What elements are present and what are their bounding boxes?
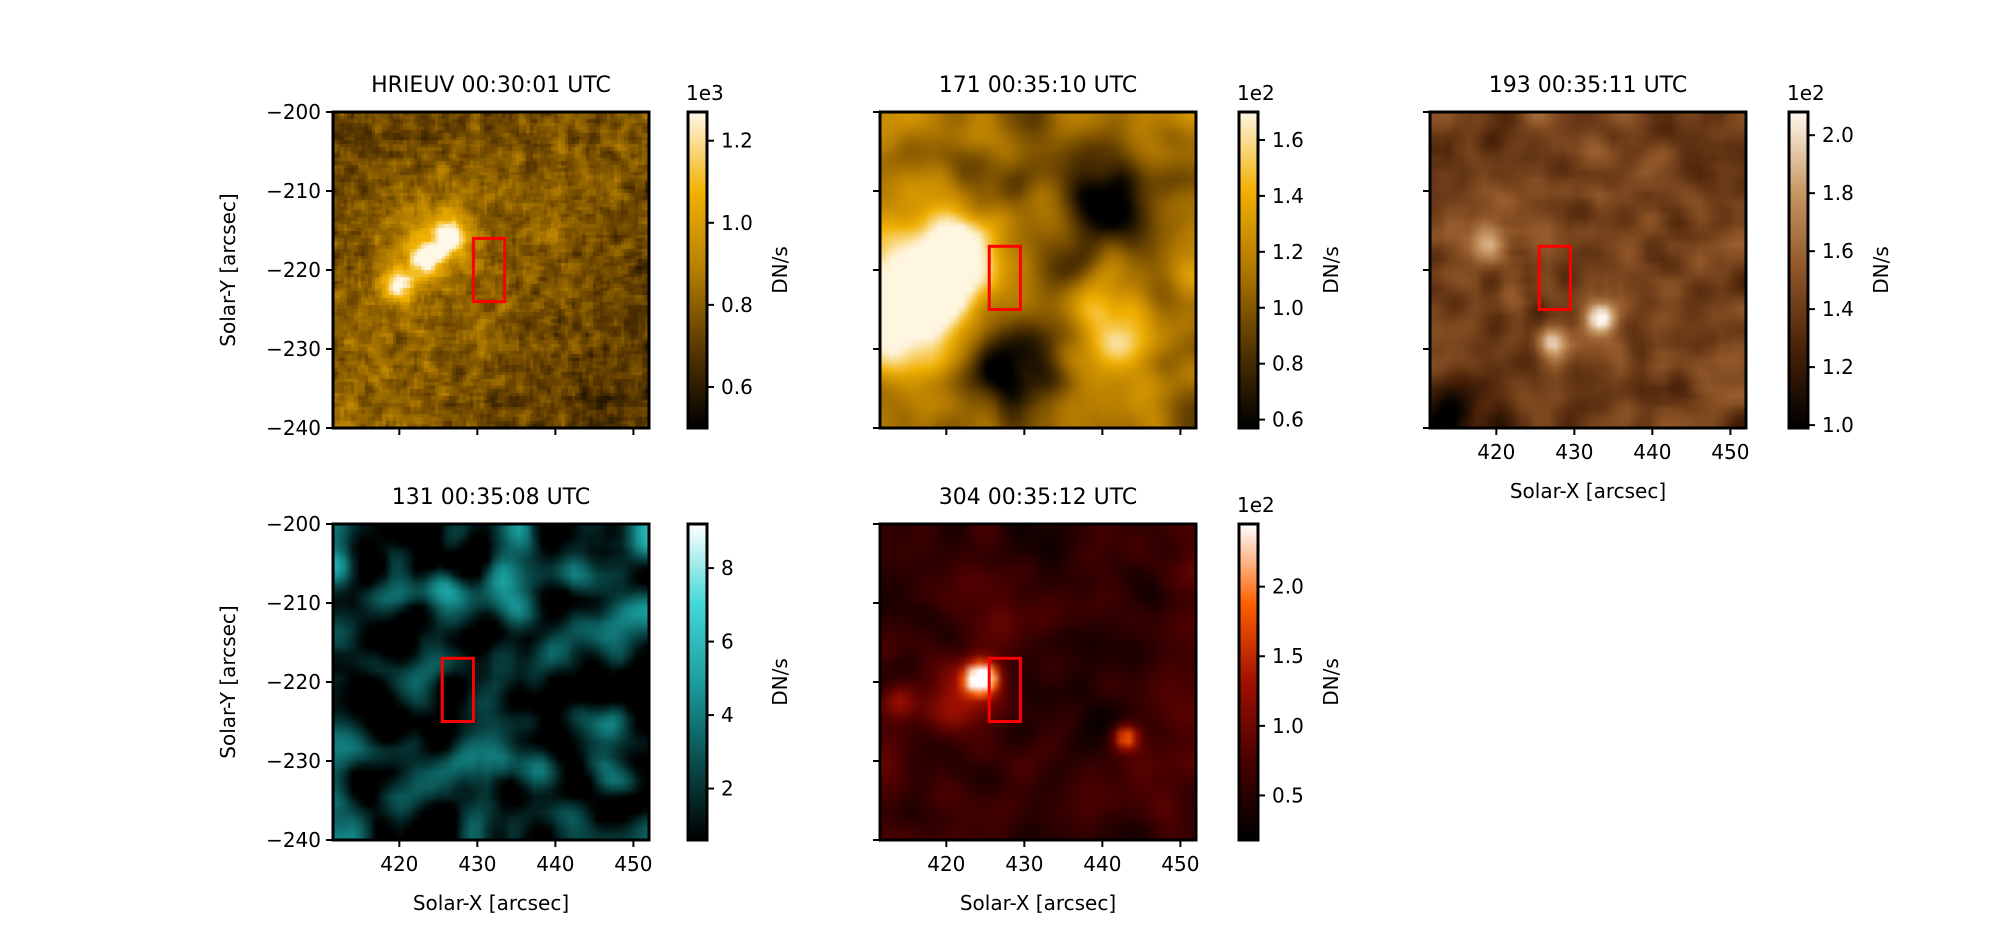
y-tick-label: −210 [266,179,321,203]
colorbar-frame [1237,110,1260,430]
panel-image [880,112,1196,428]
colorbar-tick-label: 1.2 [1822,355,1854,379]
colorbar-tick-label: 1.0 [1822,413,1854,437]
colorbar-gradient [1239,524,1258,840]
colorbar-tick-label: 0.8 [1272,352,1304,376]
colorbar-tick-label: 2.0 [1822,123,1854,147]
x-tick-label: 440 [1083,852,1121,876]
colorbar-multiplier: 1e2 [1237,81,1275,105]
panel-image [333,112,649,428]
x-tick-label: 420 [1477,440,1515,464]
x-axis-label: Solar-X [arcsec] [413,891,569,915]
colorbar-multiplier: 1e2 [1237,493,1275,517]
y-tick-label: −200 [266,512,321,536]
colorbar-tick-label: 6 [721,630,734,654]
x-axis-label: Solar-X [arcsec] [960,891,1116,915]
roi-box [440,656,475,723]
x-tick-label: 430 [458,852,496,876]
roi-box [471,236,507,304]
colorbar-tick-label: 1.4 [1272,184,1304,208]
y-tick-label: −230 [266,749,321,773]
colorbar-tick-label: 0.6 [721,375,753,399]
y-tick-label: −210 [266,591,321,615]
colorbar-label: DN/s [768,658,792,706]
colorbar-tick-label: 1.6 [1822,239,1854,263]
x-tick-label: 420 [380,852,418,876]
x-tick-label: 430 [1005,852,1043,876]
colorbar-tick-label: 1.4 [1822,297,1854,321]
panel-3: 131 00:35:08 UTC 420 430 440 450 −240 −230 −220… [216,485,792,915]
colorbar-tick-label: 2 [721,777,734,801]
colorbar-tick-label: 1.6 [1272,128,1304,152]
colorbar-tick-label: 1.0 [721,211,753,235]
colorbar-gradient [688,524,707,840]
colorbar-tick-label: 0.5 [1272,783,1304,807]
panel-title: 171 00:35:10 UTC [939,73,1137,98]
x-tick-label: 440 [1633,440,1671,464]
colorbar-tick-label: 1.5 [1272,644,1304,668]
colorbar-tick-label: 1.0 [1272,714,1304,738]
colorbar-tick-label: 1.2 [721,129,753,153]
panel-2: 193 00:35:11 UTC 420 430 440 450 Solar-X [arc… [1423,73,1893,503]
x-tick-label: 420 [927,852,965,876]
y-axis-label: Solar-Y [arcsec] [216,193,240,346]
roi-box [1537,244,1572,312]
x-tick-label: 440 [536,852,574,876]
colorbar-tick-label: 1.2 [1272,240,1304,264]
colorbar-frame [686,110,709,430]
panel-title: HRIEUV 00:30:01 UTC [371,73,611,98]
colorbar-tick-label: 0.8 [721,293,753,317]
colorbar-frame [1787,110,1810,430]
y-tick-label: −220 [266,670,321,694]
y-tick-label: −220 [266,258,321,282]
colorbar-gradient [1789,112,1808,428]
y-tick-label: −240 [266,416,321,440]
panel-0: HRIEUV 00:30:01 UTC −240 −230 −220 −210 −200 S… [216,73,792,440]
colorbar-tick-label: 2.0 [1272,575,1304,599]
y-tick-label: −230 [266,337,321,361]
colorbar-gradient [1239,112,1258,428]
colorbar-label: DN/s [1319,658,1343,706]
colorbar-label: DN/s [768,246,792,294]
colorbar: 2 4 6 8 DN/s [686,522,792,842]
x-tick-label: 430 [1555,440,1593,464]
colorbar: 0.6 0.8 1.0 1.2 1.4 1.6 1e2 DN/s [1237,81,1343,432]
panel-4: 304 00:35:12 UTC 420 430 440 450 Solar-X [arc… [873,485,1343,915]
roi-box [987,244,1022,312]
colorbar-multiplier: 1e2 [1787,81,1825,105]
panel-image [880,524,1196,840]
panel-image [333,524,649,840]
panel-1: 171 00:35:10 UTC 0.6 0.8 1.0 1.2 1.4 1.6 1e2 DN/… [873,73,1343,435]
y-axis-label: Solar-Y [arcsec] [216,605,240,758]
colorbar-frame [1237,522,1260,842]
panel-image [1430,112,1746,428]
colorbar-tick-label: 1.0 [1272,296,1304,320]
colorbar-label: DN/s [1869,246,1893,294]
x-axis-label: Solar-X [arcsec] [1510,479,1666,503]
colorbar-gradient [688,112,707,428]
panel-title: 304 00:35:12 UTC [939,485,1137,510]
panel-title: 193 00:35:11 UTC [1489,73,1687,98]
x-tick-label: 450 [1161,852,1199,876]
colorbar-tick-label: 0.6 [1272,408,1304,432]
colorbar: 0.6 0.8 1.0 1.2 1e3 DN/s [686,81,792,430]
colorbar-label: DN/s [1319,246,1343,294]
colorbar-tick-label: 8 [721,556,734,580]
colorbar-frame [686,522,709,842]
x-tick-label: 450 [614,852,652,876]
x-tick-label: 450 [1711,440,1749,464]
colorbar-tick-label: 4 [721,703,734,727]
roi-box [987,656,1022,723]
y-tick-label: −240 [266,828,321,852]
colorbar: 1.0 1.2 1.4 1.6 1.8 2.0 1e2 DN/s [1787,81,1893,437]
colorbar-multiplier: 1e3 [686,81,724,105]
y-tick-label: −200 [266,100,321,124]
panel-title: 131 00:35:08 UTC [392,485,590,510]
colorbar-tick-label: 1.8 [1822,181,1854,205]
colorbar: 0.5 1.0 1.5 2.0 1e2 DN/s [1237,493,1343,842]
